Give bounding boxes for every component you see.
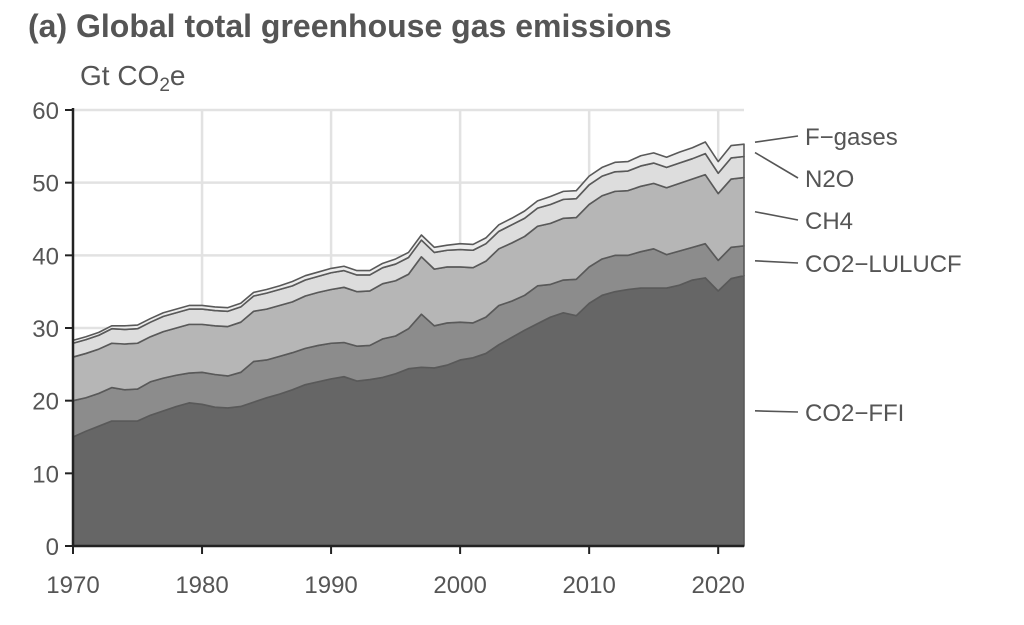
- series-label: N2O: [805, 166, 854, 193]
- series-label: F−gases: [805, 124, 898, 151]
- y-tick-label: 10: [32, 461, 59, 488]
- series-labels: CO2−FFI CO2−LULUCF CH4 N2O F−gases: [754, 124, 962, 427]
- y-tick-label: 30: [32, 316, 59, 343]
- x-tick-label: 1970: [46, 572, 99, 599]
- axes: 0 10 20 30 40 50 60 1970 1980 1990 2000 2010 2020: [32, 98, 745, 599]
- series-leader-line: [754, 259, 799, 264]
- x-tick-label: 1990: [304, 572, 357, 599]
- y-tick-label: 50: [32, 171, 59, 198]
- unit-main: Gt CO: [80, 60, 160, 91]
- unit-subscript: 2: [159, 75, 170, 96]
- series-leader-line: [754, 151, 799, 179]
- series-label: CH4: [805, 208, 853, 235]
- x-tick-label: 2010: [562, 572, 615, 599]
- series-areas: [72, 141, 745, 547]
- unit-suffix: e: [169, 60, 186, 91]
- series-leader-line: [754, 210, 799, 221]
- y-tick-label: 40: [32, 243, 59, 270]
- y-tick-label: 60: [32, 98, 59, 125]
- y-axis-unit-label: Gt CO2e: [80, 60, 186, 95]
- chart-title: (a) Global total greenhouse gas emission…: [28, 8, 672, 44]
- y-tick-label: 20: [32, 389, 59, 416]
- x-tick-label: 2000: [433, 572, 486, 599]
- series-leader-line: [754, 135, 799, 143]
- series-label: CO2−LULUCF: [805, 251, 962, 278]
- area-series: [72, 141, 745, 345]
- x-tick-label: 2020: [691, 572, 744, 599]
- series-label: CO2−FFI: [805, 400, 904, 427]
- x-tick-label: 1980: [175, 572, 228, 599]
- series-leader-line: [754, 410, 799, 413]
- y-tick-label: 0: [46, 534, 59, 561]
